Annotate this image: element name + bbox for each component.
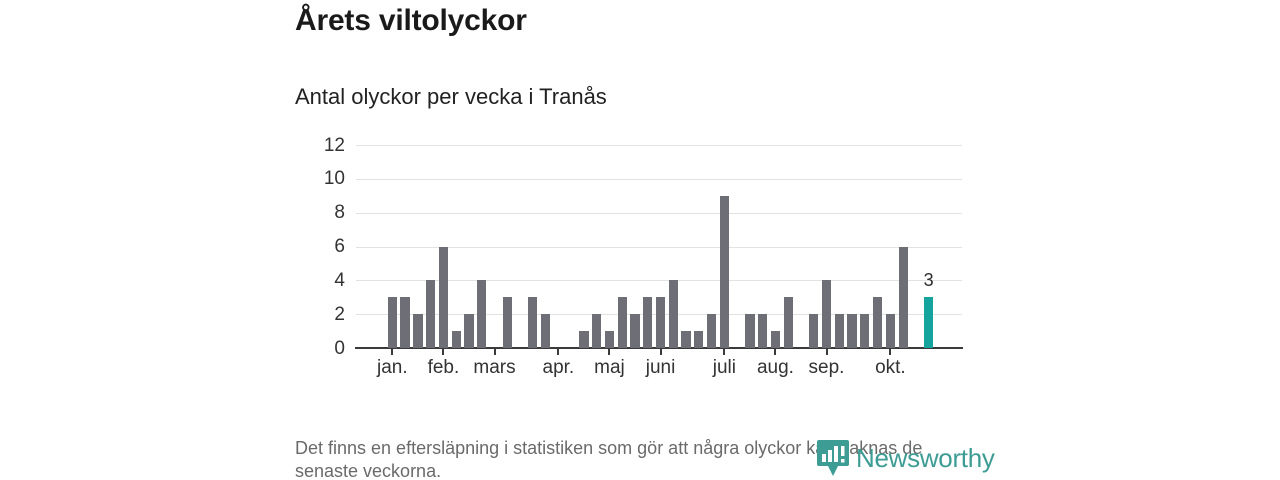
- gridline-y-12: [356, 145, 962, 146]
- month-label-feb: feb.: [427, 357, 460, 378]
- month-label-jan: jan.: [377, 357, 408, 378]
- bar-week-5: [438, 246, 449, 348]
- bar-week-12: [528, 297, 538, 348]
- x-axis-baseline: [355, 347, 963, 349]
- bar-week-34: [809, 314, 819, 348]
- bar-week-21: [643, 297, 653, 348]
- x-tick-feb: [442, 349, 445, 355]
- footnote-line-2: senaste veckorna.: [295, 461, 442, 480]
- y-axis-label-4: 4: [334, 269, 345, 291]
- bar-week-13: [540, 314, 551, 348]
- bar-week-3: [413, 314, 423, 348]
- month-label-maj: maj: [594, 357, 625, 378]
- gridline-y-6: [356, 246, 962, 248]
- y-axis-label-0: 0: [334, 337, 345, 359]
- bar-week-40: [885, 314, 896, 348]
- bar-week-23: [668, 280, 678, 348]
- month-label-aug: aug.: [756, 357, 794, 378]
- bar-week-32: [783, 297, 793, 348]
- bar-week-24: [681, 331, 691, 348]
- y-axis-label-12: 12: [323, 134, 345, 156]
- bar-week-6: [451, 331, 461, 348]
- bar-week-27: [719, 195, 730, 348]
- month-label-mars: mars: [473, 357, 516, 378]
- page-title: Årets viltolyckor: [295, 4, 527, 37]
- bar-week-38: [860, 314, 870, 348]
- bar-week-29: [745, 314, 755, 348]
- footnote-line-1: Det finns en eftersläpning i statistiken…: [295, 438, 923, 458]
- y-axis-label-8: 8: [334, 202, 345, 224]
- bar-week-17: [592, 314, 602, 348]
- newsworthy-pin-bar-chart-icon: [815, 438, 851, 478]
- bar-week-26: [706, 314, 717, 348]
- bar-week-25: [694, 331, 704, 348]
- x-tick-maj: [608, 349, 611, 355]
- bar-week-1: [387, 297, 397, 348]
- y-axis-label-2: 2: [334, 303, 345, 325]
- bar-week-19: [617, 297, 627, 348]
- x-tick-okt: [889, 349, 892, 355]
- y-axis-label-6: 6: [334, 236, 345, 257]
- month-label-okt: okt.: [875, 357, 906, 378]
- x-tick-juli: [723, 349, 726, 355]
- y-axis-label-10: 10: [323, 168, 345, 190]
- bar-week-43: [924, 297, 934, 348]
- bar-week-41: [898, 246, 908, 348]
- footnote: Det finns en eftersläpning i statistiken…: [295, 437, 985, 480]
- newsworthy-logo-text: Newsworthy: [856, 442, 995, 473]
- gridline-y-4: [356, 280, 962, 282]
- month-label-apr: apr.: [542, 357, 575, 378]
- x-tick-mars: [493, 349, 496, 355]
- month-label-juli: juli: [712, 357, 736, 378]
- plot-area: 0 2 4 6 8 10 12 jan. feb. mars apr. maj juni juli aug.…: [324, 136, 963, 378]
- bar-week-16: [579, 331, 589, 348]
- bar-week-7: [464, 314, 474, 348]
- x-tick-jan: [391, 349, 394, 355]
- bar-week-2: [400, 297, 410, 348]
- x-tick-apr: [557, 349, 560, 355]
- bar-week-39: [872, 297, 883, 348]
- bar-week-37: [847, 314, 857, 348]
- bar-week-4: [426, 280, 436, 348]
- month-label-sep: sep.: [808, 357, 845, 378]
- chart-subtitle: Antal olyckor per vecka i Tranås: [295, 84, 607, 109]
- bar-week-31: [770, 331, 781, 348]
- bar-week-30: [758, 314, 768, 348]
- bar-week-20: [630, 314, 640, 348]
- bar-week-10: [502, 297, 512, 348]
- bar-week-36: [834, 314, 844, 348]
- bar-week-18: [604, 331, 615, 348]
- month-label-juni: juni: [645, 357, 676, 378]
- gridline-y-10: [356, 178, 962, 180]
- x-tick-juni: [659, 349, 662, 355]
- x-tick-sep: [825, 349, 828, 355]
- gridline-y-8: [356, 212, 962, 214]
- newsworthy-logo: Newsworthy: [815, 438, 995, 478]
- highlight-value-label: 3: [923, 270, 934, 291]
- bar-week-35: [821, 280, 832, 348]
- bar-week-8: [477, 280, 487, 348]
- bar-week-22: [655, 297, 666, 348]
- x-tick-aug: [774, 349, 777, 355]
